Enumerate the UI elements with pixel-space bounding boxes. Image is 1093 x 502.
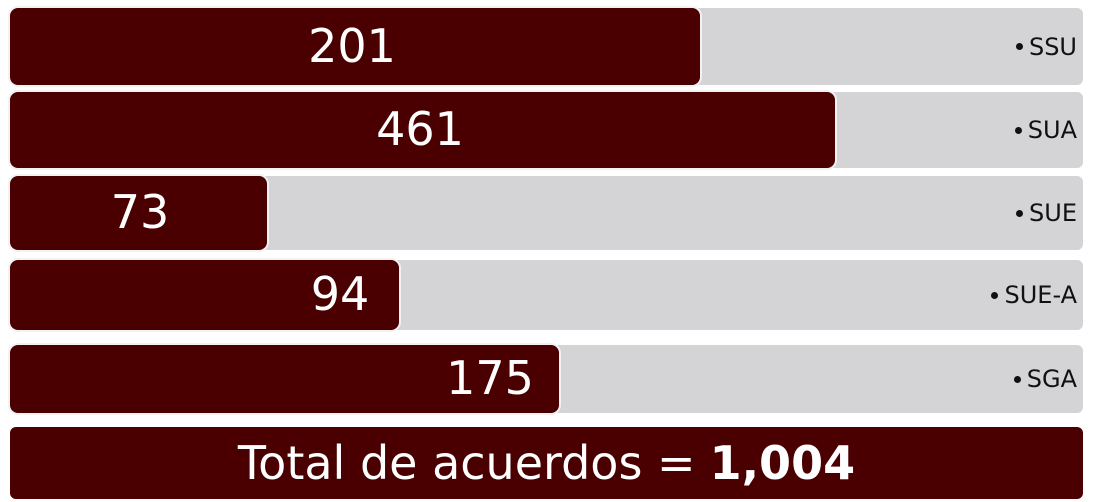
value: 461 (376, 102, 464, 157)
label-text: SSU (1028, 32, 1077, 61)
row: 175 SGA (10, 345, 1083, 413)
value: 201 (308, 18, 396, 73)
label: SUE (1016, 199, 1077, 227)
total-label: Total de acuerdos = (237, 436, 696, 490)
label: SGA (1013, 365, 1077, 393)
label: SUA (1014, 116, 1077, 144)
total: Total de acuerdos = 1,004 (10, 427, 1083, 499)
total-value: 1,004 (709, 436, 856, 490)
bar (10, 8, 700, 85)
bar (10, 260, 399, 330)
row: 201 SSU (10, 8, 1083, 85)
bullet (1014, 126, 1022, 134)
label-text: SGA (1026, 365, 1077, 393)
row: 461 SUA (10, 92, 1083, 168)
row: 73 SUE (10, 176, 1083, 250)
label: SSU (1015, 32, 1077, 61)
label-text: SUE (1029, 199, 1077, 227)
bullet (1013, 375, 1021, 383)
value: 94 (310, 267, 370, 322)
row: 94 SUE-A (10, 260, 1083, 330)
bullet (991, 291, 999, 299)
bar (10, 176, 267, 250)
bar (10, 345, 559, 413)
label-text: SUA (1027, 116, 1077, 144)
bullet (1015, 43, 1023, 50)
value: 73 (110, 185, 170, 240)
label: SUE-A (991, 281, 1077, 309)
bar (10, 92, 835, 168)
bullet (1016, 209, 1024, 217)
label-text: SUE-A (1004, 281, 1077, 309)
value: 175 (446, 351, 534, 406)
